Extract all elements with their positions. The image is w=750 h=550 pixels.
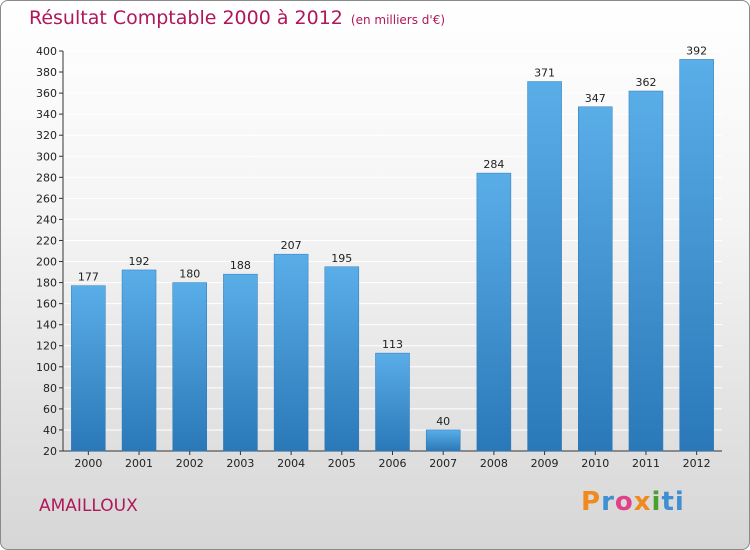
bar-value-label: 188 bbox=[230, 259, 251, 272]
bar-2010 bbox=[578, 106, 613, 452]
y-tick-label: 220 bbox=[36, 234, 57, 247]
x-tick-label: 2006 bbox=[379, 457, 407, 470]
y-tick-label: 100 bbox=[36, 361, 57, 374]
y-tick-label: 380 bbox=[36, 66, 57, 79]
chart-title-text: Résultat Comptable 2000 à 2012 bbox=[29, 7, 343, 29]
x-tick-label: 2001 bbox=[125, 457, 153, 470]
bar-value-label: 192 bbox=[129, 255, 150, 268]
bar-value-label: 207 bbox=[281, 239, 302, 252]
bar-2005 bbox=[324, 266, 360, 452]
logo-letter: i bbox=[651, 487, 662, 517]
y-tick-label: 400 bbox=[36, 45, 57, 58]
y-tick-label: 260 bbox=[36, 192, 57, 205]
x-tick-label: 2005 bbox=[328, 457, 356, 470]
y-tick-label: 40 bbox=[43, 424, 57, 437]
bar-value-label: 392 bbox=[686, 44, 707, 57]
x-tick-label: 2008 bbox=[480, 457, 508, 470]
labels: 20 40 60 80 100 120 140 160 180 200 220 240 260 280 30… bbox=[36, 44, 711, 470]
y-tick-label: 120 bbox=[36, 340, 57, 353]
bar-2001 bbox=[121, 269, 157, 452]
bar-value-label: 177 bbox=[78, 271, 99, 284]
logo-letter: x bbox=[633, 487, 652, 517]
y-tick-label: 200 bbox=[36, 256, 57, 269]
bar-value-label: 362 bbox=[635, 76, 656, 89]
y-tick-label: 240 bbox=[36, 213, 57, 226]
y-tick-label: 180 bbox=[36, 277, 57, 290]
bar-2006 bbox=[375, 352, 410, 452]
bar-2002 bbox=[172, 282, 207, 452]
x-tick-label: 2010 bbox=[581, 457, 609, 470]
bar-2007 bbox=[425, 429, 461, 452]
bar-2009 bbox=[527, 81, 562, 452]
x-tick-label: 2009 bbox=[531, 457, 559, 470]
bar-value-label: 195 bbox=[331, 252, 352, 265]
y-tick-label: 140 bbox=[36, 319, 57, 332]
y-tick-label: 80 bbox=[43, 382, 57, 395]
logo-letter: ti bbox=[661, 487, 685, 517]
x-tick-label: 2000 bbox=[74, 457, 102, 470]
bar-2004 bbox=[273, 253, 309, 452]
bar-2000 bbox=[71, 285, 106, 452]
logo-letter: r bbox=[601, 487, 615, 517]
bar-2003 bbox=[223, 273, 258, 452]
bar-2008 bbox=[476, 172, 512, 452]
bar-value-label: 347 bbox=[585, 92, 606, 105]
x-tick-label: 2002 bbox=[176, 457, 204, 470]
logo-letter: o bbox=[614, 487, 634, 517]
bar-value-label: 40 bbox=[436, 415, 450, 428]
proxiti-logo: Proxiti bbox=[581, 487, 685, 517]
location-name: AMAILLOUX bbox=[39, 496, 138, 516]
y-tick-label: 20 bbox=[43, 445, 57, 458]
y-tick-label: 360 bbox=[36, 87, 57, 100]
y-tick-label: 160 bbox=[36, 298, 57, 311]
x-tick-label: 2012 bbox=[683, 457, 711, 470]
bars bbox=[71, 59, 714, 452]
x-tick-label: 2004 bbox=[277, 457, 305, 470]
bar-2012 bbox=[679, 59, 714, 452]
x-tick-label: 2007 bbox=[429, 457, 457, 470]
chart-title: Résultat Comptable 2000 à 2012 (en millie… bbox=[29, 7, 445, 29]
y-tick-label: 60 bbox=[43, 403, 57, 416]
chart-subtitle: (en milliers d'€) bbox=[350, 13, 446, 27]
y-tick-label: 280 bbox=[36, 171, 57, 184]
y-tick-label: 300 bbox=[36, 150, 57, 163]
bar-value-label: 113 bbox=[382, 338, 403, 351]
y-tick-label: 320 bbox=[36, 129, 57, 142]
y-tick-label: 340 bbox=[36, 108, 57, 121]
bar-value-label: 371 bbox=[534, 67, 555, 80]
bar-2011 bbox=[628, 90, 664, 452]
bar-value-label: 180 bbox=[179, 268, 200, 281]
logo-letter: P bbox=[581, 487, 602, 517]
x-tick-label: 2011 bbox=[632, 457, 660, 470]
bar-value-label: 284 bbox=[483, 158, 504, 171]
x-tick-label: 2003 bbox=[226, 457, 254, 470]
